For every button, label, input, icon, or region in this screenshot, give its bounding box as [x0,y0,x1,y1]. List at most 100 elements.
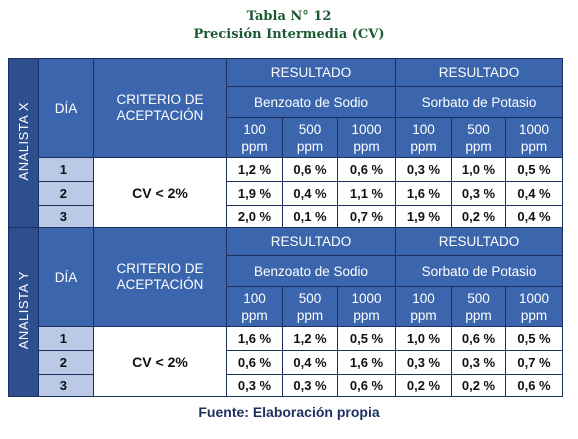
table-subtitle: Precisión Intermedia (CV) [193,27,385,42]
cv-value: 1,9 % [395,205,452,228]
day-header: DÍA [38,227,94,327]
cv-value: 0,5 % [337,326,396,351]
concentration-header: 500 ppm [451,117,506,158]
concentration-header: 500 ppm [282,117,338,158]
result-header: RESULTADO [226,58,396,87]
cv-value: 1,6 % [337,350,396,375]
concentration-header-text: 1000 ppm [518,121,550,154]
cv-value: 0,3 % [395,157,452,182]
concentration-header: 100 ppm [226,117,283,158]
cv-value: 1,6 % [395,181,452,206]
table-row: 100 ppm 500 ppm 1000 ppm 100 ppm 500 ppm 1000… [9,117,563,158]
cv-value: 0,6 % [282,157,338,182]
cv-value: 0,4 % [505,181,563,206]
compound-header: Sorbato de Potasio [395,86,563,118]
table-row: 1 CV < 2% 1,6 % 1,2 % 0,5 % 1,0 % 0,6 % 0,5 % [9,326,563,397]
table-row: ANALISTA Y DÍA CRITERIO DE ACEPTACIÓN RESUL… [8,227,563,397]
result-header: RESULTADO [395,58,563,87]
table-row: 3 0,3 % 0,3 % 0,6 % 0,2 % 0,2 % 0,6 % [9,374,563,397]
concentration-header: 1000 ppm [337,117,396,158]
day-number: 3 [38,205,94,228]
compound-header: Sorbato de Potasio [395,255,563,287]
cv-value: 0,1 % [282,205,338,228]
cv-value: 1,2 % [226,157,283,182]
concentration-header-text: 100 ppm [410,290,437,323]
table-row: 3 2,0 % 0,1 % 0,7 % 1,9 % 0,2 % 0,4 % [9,205,563,228]
table-row: ANALISTA X DÍA CRITERIO DE ACEPTACIÓN RESUL… [8,58,563,228]
criterion-header: CRITERIO DE ACEPTACIÓN [93,227,227,327]
day-number: 3 [38,374,94,397]
concentration-header: 100 ppm [226,286,283,327]
cv-value: 0,2 % [451,374,506,397]
day-number: 2 [38,350,94,375]
cv-value: 0,6 % [337,157,396,182]
cv-value: 0,3 % [226,374,283,397]
cv-value: 1,9 % [226,181,283,206]
criterion: CV < 2% [93,157,227,228]
cv-value: 1,0 % [395,326,452,351]
cv-value: 0,4 % [505,205,563,228]
cv-value: 0,7 % [505,350,563,375]
concentration-header: 500 ppm [282,286,338,327]
concentration-header: 500 ppm [451,286,506,327]
cv-value: 1,6 % [226,326,283,351]
cv-value: 0,6 % [226,350,283,375]
table-row: 1 CV < 2% 1,2 % 0,6 % 0,6 % 0,3 % 1,0 % 0,5 % [9,157,563,228]
cv-value: 0,6 % [451,326,506,351]
concentration-header: 1000 ppm [337,286,396,327]
table-row: Benzoato de Sodio Sorbato de Potasio [9,86,563,118]
cv-value: 0,2 % [395,374,452,397]
cv-value: 0,7 % [337,205,396,228]
cv-value: 0,5 % [505,326,563,351]
source-note: Fuente: Elaboración propia [198,404,380,420]
concentration-header-text: 500 ppm [296,290,324,323]
concentration-header: 1000 ppm [505,286,563,327]
cv-value: 0,3 % [451,181,506,206]
concentration-header-text: 500 ppm [465,121,492,154]
cv-value: 0,3 % [451,350,506,375]
table-row: 2 0,6 % 0,4 % 1,6 % 0,3 % 0,3 % 0,7 % [9,350,563,375]
concentration-header: 1000 ppm [505,117,563,158]
concentration-header: 100 ppm [395,117,452,158]
cv-value: 1,2 % [282,326,338,351]
cv-value: 2,0 % [226,205,283,228]
result-header: RESULTADO [395,227,563,256]
concentration-header-text: 100 ppm [241,121,268,154]
day-header: DÍA [38,58,94,158]
cv-value: 1,0 % [451,157,506,182]
cv-value: 0,2 % [451,205,506,228]
analyst-label: ANALISTA Y [8,227,39,397]
concentration-header-text: 100 ppm [410,121,437,154]
concentration-header-text: 500 ppm [465,290,492,323]
result-header: RESULTADO [226,227,396,256]
criterion-header: CRITERIO DE ACEPTACIÓN [93,58,227,158]
concentration-header-text: 1000 ppm [351,290,382,323]
cv-value: 0,6 % [337,374,396,397]
compound-header: Benzoato de Sodio [226,86,396,118]
compound-header: Benzoato de Sodio [226,255,396,287]
analyst-label: ANALISTA X [8,58,39,228]
cv-value: 0,4 % [282,181,338,206]
analyst-label-text: ANALISTA X [16,102,31,181]
day-number: 1 [38,326,94,351]
concentration-header-text: 1000 ppm [518,290,550,323]
criterion-header-text: CRITERIO DE ACEPTACIÓN [116,261,204,292]
day-number: 2 [38,181,94,206]
analyst-label-text: ANALISTA Y [16,271,31,350]
concentration-header-text: 500 ppm [296,121,324,154]
table-row: 100 ppm 500 ppm 1000 ppm 100 ppm 500 ppm 1000… [9,286,563,327]
cv-value: 0,3 % [395,350,452,375]
criterion: CV < 2% [93,326,227,397]
concentration-header-text: 1000 ppm [351,121,382,154]
table-title: Tabla N° 12 [246,9,332,24]
cv-value: 1,1 % [337,181,396,206]
concentration-header: 100 ppm [395,286,452,327]
cv-value: 0,5 % [505,157,563,182]
results-table: ANALISTA X DÍA CRITERIO DE ACEPTACIÓN RESUL… [8,58,563,397]
cv-value: 0,6 % [505,374,563,397]
concentration-header-text: 100 ppm [241,290,268,323]
cv-value: 0,4 % [282,350,338,375]
cv-value: 0,3 % [282,374,338,397]
criterion-header-text: CRITERIO DE ACEPTACIÓN [116,92,204,123]
